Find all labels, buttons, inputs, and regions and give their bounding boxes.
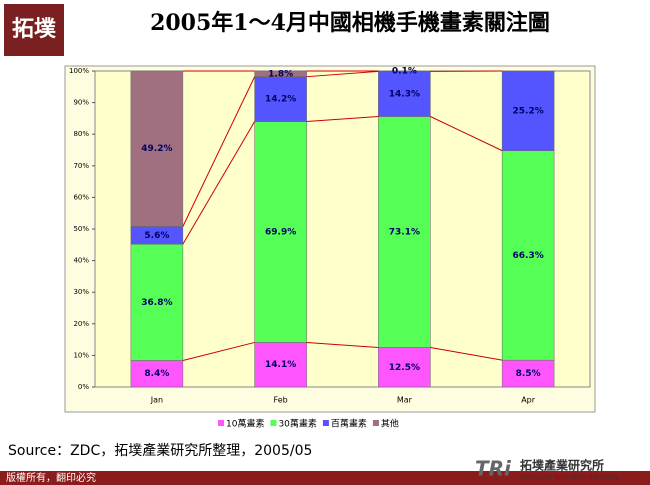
bar-segment (501, 70, 555, 151)
bar-segment (378, 116, 431, 348)
value-label: 5.6% (144, 231, 169, 241)
value-label: 66.3% (513, 251, 544, 261)
series-line (306, 70, 379, 78)
series-line (306, 341, 379, 348)
series-line (182, 121, 256, 245)
value-label: 14.3% (389, 89, 420, 99)
y-tick-label: 40% (73, 257, 89, 265)
logo-mark: TRi (475, 457, 512, 481)
value-label: 73.1% (389, 228, 420, 238)
logo-text: 拓墣 (12, 16, 56, 42)
value-label: 69.9% (265, 228, 296, 238)
value-label: 1.8% (268, 69, 293, 79)
y-tick-label: 80% (73, 130, 89, 138)
legend-label: 百萬畫素 (331, 418, 367, 430)
y-tick-label: 30% (73, 288, 89, 296)
value-label: 25.2% (513, 106, 544, 116)
y-tick-label: 70% (73, 162, 89, 170)
chart-title: 2005年1～4月中國相機手機畫素關注圖 (150, 10, 550, 36)
bar-segment (130, 243, 184, 361)
legend-swatch (218, 420, 224, 426)
y-tick-label: 60% (73, 193, 89, 201)
series-line (306, 116, 379, 123)
bar-segment (378, 347, 431, 388)
legend-label: 30萬畫素 (278, 418, 316, 430)
y-tick-label: 100% (69, 67, 89, 75)
bar-segment (130, 360, 184, 388)
bar-segment (254, 342, 307, 388)
value-label: 14.2% (265, 95, 296, 105)
x-tick-label: Feb (274, 396, 288, 405)
x-tick-label: Mar (397, 396, 413, 405)
x-tick-label: Apr (521, 396, 536, 405)
x-tick-label: Jan (150, 396, 163, 405)
bar-segment (501, 150, 555, 361)
bar-segment (501, 359, 555, 388)
value-label: 8.5% (516, 369, 541, 379)
series-line (430, 116, 503, 152)
y-tick-label: 10% (73, 351, 89, 359)
value-label: 49.2% (141, 144, 172, 154)
value-label: 36.8% (141, 298, 172, 308)
bar-segment (254, 76, 307, 122)
legend-label: 其他 (381, 418, 399, 430)
bar-segment (254, 121, 307, 343)
legend-swatch (372, 420, 379, 426)
y-tick-label: 20% (73, 320, 89, 328)
series-line (182, 341, 255, 361)
value-label: 0.1% (392, 67, 417, 77)
value-label: 12.5% (389, 363, 420, 373)
source: Source：ZDC，拓墣產業研究所整理，2005/05 (8, 442, 312, 459)
logo-box (4, 4, 64, 56)
y-tick-label: 90% (73, 99, 89, 107)
series-line (430, 347, 503, 361)
footer: 版權所有，翻印必究 (6, 471, 96, 484)
value-label: 8.4% (144, 369, 169, 379)
y-tick-label: 50% (73, 225, 89, 233)
series-line (182, 76, 256, 227)
legend-swatch (322, 420, 329, 426)
legend-label: 10萬畫素 (226, 418, 264, 430)
logo-name: 拓墣產業研究所 (520, 458, 604, 473)
bar-segment (378, 71, 431, 117)
bar-segment (254, 70, 307, 77)
footer-bar (0, 471, 650, 485)
y-tick-label: 0% (78, 383, 89, 391)
legend-swatch (270, 420, 277, 426)
bar-segment (130, 70, 184, 227)
logo-english: TOPOLOGY RESEARCH INSTITUTE (519, 475, 620, 482)
value-label: 14.1% (265, 360, 296, 370)
